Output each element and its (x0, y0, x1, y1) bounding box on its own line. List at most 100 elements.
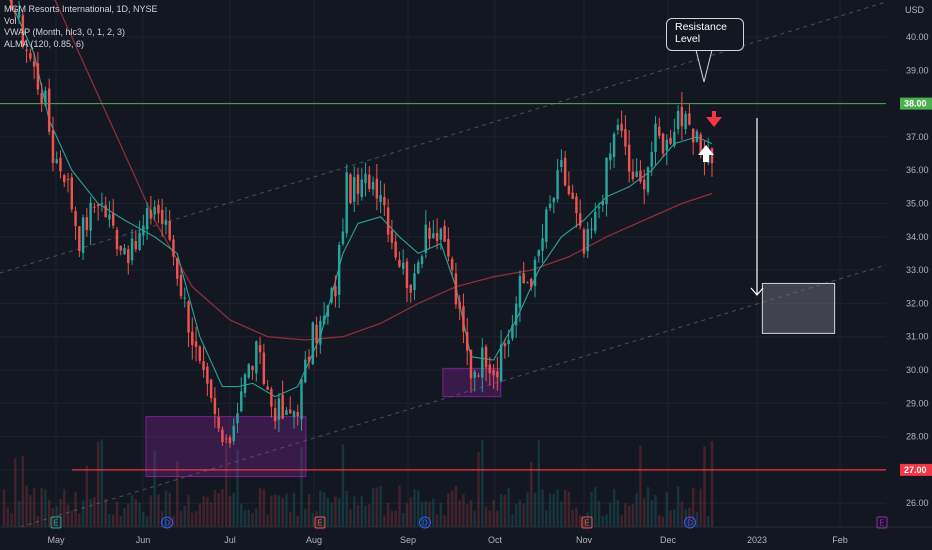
alma-indicator-label[interactable]: ALMA (120, 0.85, 6) (4, 38, 85, 49)
candle-body (349, 174, 352, 204)
volume-bar (533, 492, 537, 527)
volume-bar (247, 509, 251, 527)
volume-bar (266, 514, 269, 527)
volume-bar (108, 514, 111, 527)
dividend-event-icon[interactable]: D (684, 516, 696, 529)
candle-body (695, 131, 699, 143)
price-axis[interactable]: USD 26.00 27.00 28.00 29.00 30.00 31.00 32.00 33… (886, 0, 932, 527)
candle-body (40, 92, 43, 104)
volume-bar (81, 500, 85, 527)
volume-bar (669, 510, 672, 527)
candle-body (398, 259, 401, 267)
volume-bar (526, 492, 529, 527)
candle (74, 206, 77, 241)
candles (10, 0, 714, 448)
volume-bar (684, 509, 687, 527)
candle-body (443, 225, 446, 242)
candle (650, 141, 653, 176)
dividend-event-icon[interactable]: D (161, 516, 173, 529)
volume-bars (2, 439, 714, 527)
candle-body (616, 125, 620, 131)
candle (507, 329, 510, 358)
volume-bar (349, 509, 352, 527)
support-zones[interactable] (145, 367, 502, 478)
volume-bar (93, 497, 96, 527)
volume-bar (63, 489, 66, 527)
volume-bar (6, 507, 9, 527)
candle-body (578, 213, 582, 226)
volume-bar (14, 458, 17, 527)
volume-bar (10, 513, 13, 527)
trend-channel[interactable] (0, 1, 887, 528)
candle-body (74, 211, 77, 227)
volume-bar (484, 506, 488, 527)
candle (586, 222, 589, 259)
candle-body (688, 113, 691, 125)
volume-bar (345, 491, 348, 527)
time-axis[interactable]: May Jun Jul Aug Sep Oct Nov Dec 2023 Feb E D E D E D E (0, 516, 932, 550)
volume-bar (707, 516, 710, 527)
event-marker (581, 516, 593, 529)
earnings-event-icon[interactable]: E (314, 516, 326, 529)
candle-body (221, 429, 224, 443)
candle-body (642, 179, 646, 190)
event-letter: D (164, 519, 170, 528)
drawings[interactable] (695, 49, 836, 334)
candle (319, 315, 322, 354)
candle-body (669, 137, 672, 144)
event-marker (419, 516, 431, 529)
candle-body (465, 332, 469, 351)
candle-body (635, 171, 638, 178)
candle-body (247, 364, 251, 378)
candle (465, 317, 469, 366)
volume-bar (488, 510, 492, 527)
horizontal-levels[interactable] (0, 103, 886, 471)
volume-bar (319, 490, 322, 527)
earnings-event-icon[interactable]: E (50, 516, 62, 529)
earnings-event-icon[interactable]: E (581, 516, 593, 529)
candle (669, 129, 672, 146)
candle-body (654, 123, 657, 152)
volume-bar (206, 497, 209, 527)
symbol-title[interactable]: MGM Resorts International, 1D, NYSE (4, 4, 158, 14)
volume-bar (394, 510, 397, 527)
candle (435, 218, 439, 250)
candle (206, 362, 209, 397)
volume-bar (191, 512, 194, 527)
candle (627, 130, 631, 183)
candle-body (213, 397, 217, 415)
candle (545, 206, 548, 249)
volume-indicator-label[interactable]: Vol (4, 15, 17, 26)
candle-body (81, 217, 85, 253)
candle-body (477, 375, 480, 377)
candle (612, 131, 616, 168)
candle (304, 351, 307, 384)
vwap-indicator-label[interactable]: VWAP (Month, hlc3, 0, 1, 2, 3) (4, 27, 126, 37)
price-tick-label: 36.00 (906, 165, 929, 175)
candle (258, 336, 262, 364)
volume-bar (639, 445, 642, 527)
candle (488, 357, 492, 386)
candle (115, 226, 119, 256)
volume-bar (153, 451, 156, 527)
candle-body (646, 167, 650, 193)
event-letter: E (317, 519, 322, 528)
volume-bar (78, 513, 81, 527)
time-tick-label: Jul (224, 535, 236, 545)
volume-bar (699, 488, 702, 527)
dividend-event-icon[interactable]: D (419, 516, 431, 529)
candle-body (322, 315, 326, 325)
volume-bar (296, 515, 299, 527)
candle (81, 214, 85, 260)
candle-body (341, 231, 345, 244)
candle-body (424, 224, 428, 253)
volume-bar (183, 505, 186, 527)
candle (620, 110, 623, 138)
candle (665, 134, 669, 166)
resistance-callout[interactable]: Resistance Level (666, 18, 744, 51)
volume-bar (605, 514, 608, 527)
volume-bar (654, 495, 657, 527)
earnings-event-icon[interactable]: E (876, 516, 888, 529)
